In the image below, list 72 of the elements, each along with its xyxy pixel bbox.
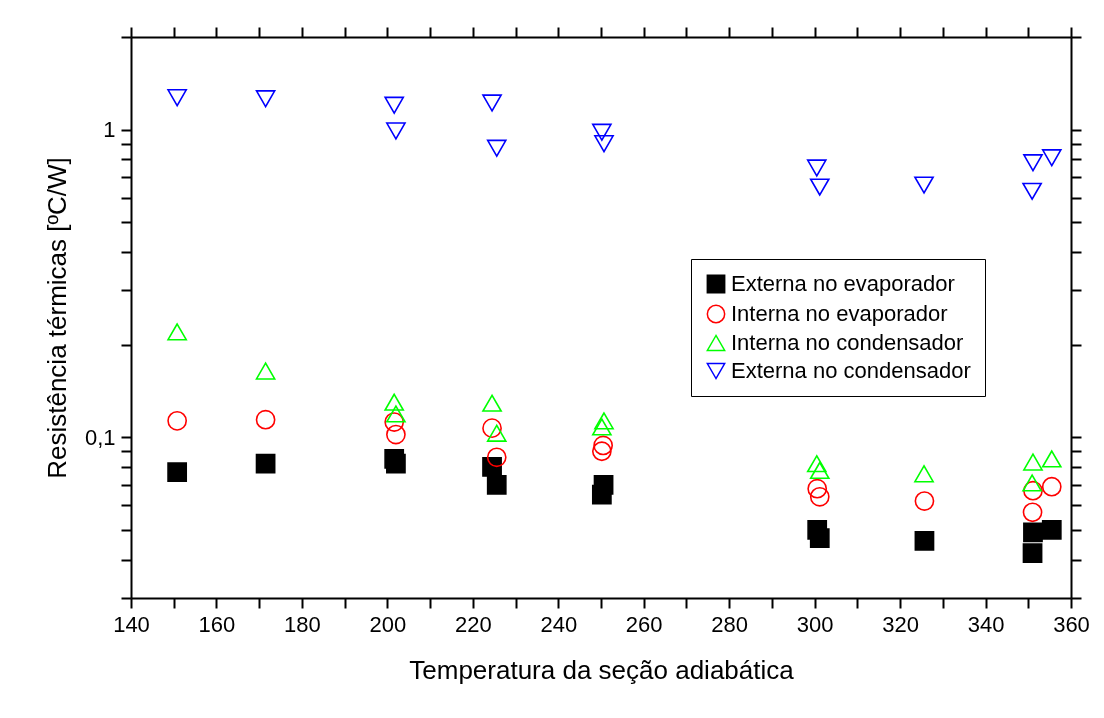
y-tick-label: 1	[103, 117, 116, 143]
point	[386, 405, 406, 423]
point	[1041, 149, 1062, 167]
point	[914, 176, 934, 194]
point	[594, 135, 614, 153]
x-tick-label: 180	[284, 611, 321, 637]
point	[806, 159, 827, 177]
point	[386, 424, 406, 445]
x-tick-label: 340	[967, 611, 1005, 637]
point	[255, 409, 276, 430]
point	[482, 418, 502, 438]
point	[482, 94, 502, 112]
point	[486, 139, 507, 157]
x-tick-label: 280	[711, 611, 749, 637]
legend-label: Externa no evaporador	[731, 271, 955, 296]
point	[591, 123, 612, 141]
point	[591, 418, 612, 436]
point	[591, 484, 612, 505]
point	[1023, 154, 1043, 172]
point	[1041, 519, 1062, 540]
point	[167, 323, 188, 341]
x-tick-label: 320	[882, 611, 919, 637]
point	[1041, 450, 1062, 468]
x-tick-label: 200	[369, 611, 407, 637]
point	[914, 465, 934, 483]
point	[384, 412, 405, 432]
point	[167, 410, 188, 431]
point	[167, 462, 188, 482]
point	[809, 178, 830, 196]
point	[809, 528, 830, 548]
point	[1023, 522, 1043, 543]
point	[384, 393, 405, 411]
point	[255, 362, 276, 380]
point	[482, 394, 502, 412]
y-tick-label: 0,1	[84, 424, 116, 450]
point	[255, 90, 276, 108]
point	[1022, 543, 1043, 563]
legend-label: Interna no condensador	[731, 330, 964, 355]
x-tick-label: 260	[625, 611, 663, 637]
point	[1023, 453, 1043, 471]
legend-label: Externa no condensador	[731, 358, 971, 383]
point	[386, 122, 406, 140]
point	[914, 491, 935, 511]
x-tick-label: 160	[198, 611, 236, 637]
point	[591, 441, 612, 462]
point	[593, 435, 614, 456]
point	[486, 424, 507, 442]
point	[594, 412, 614, 430]
point	[255, 453, 276, 474]
x-tick-label: 300	[796, 611, 834, 637]
point	[1022, 502, 1043, 523]
point	[809, 486, 830, 507]
x-tick-label: 240	[540, 611, 578, 637]
point	[809, 461, 830, 480]
x-tick-label: 360	[1053, 611, 1090, 637]
point	[914, 531, 935, 551]
point	[384, 96, 405, 114]
point	[167, 89, 188, 107]
y-axis-title: Resistência térmicas [ºC/W]	[41, 157, 72, 479]
point	[1023, 480, 1043, 501]
legend-label: Interna no evaporador	[731, 301, 948, 326]
x-tick-label: 220	[454, 611, 492, 637]
point	[1022, 182, 1042, 200]
point	[1041, 476, 1062, 497]
x-tick-label: 140	[113, 611, 150, 637]
point	[486, 447, 507, 468]
x-axis-title: Temperatura da seção adiabática	[409, 654, 795, 685]
point	[806, 455, 827, 473]
point	[386, 453, 406, 474]
point	[486, 474, 507, 495]
point	[807, 478, 828, 499]
point	[1022, 474, 1042, 492]
